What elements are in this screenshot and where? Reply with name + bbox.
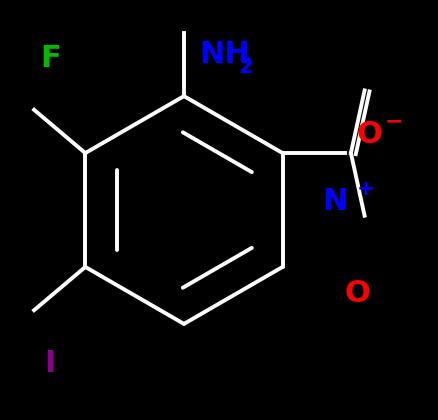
Text: 2: 2 [239,57,253,77]
Text: NH: NH [199,40,250,69]
Text: −: − [385,112,403,132]
Text: +: + [357,179,376,199]
Text: I: I [45,349,56,378]
Text: O: O [344,279,370,309]
Text: F: F [40,44,61,74]
Text: N: N [322,187,347,216]
Text: O: O [357,120,383,149]
